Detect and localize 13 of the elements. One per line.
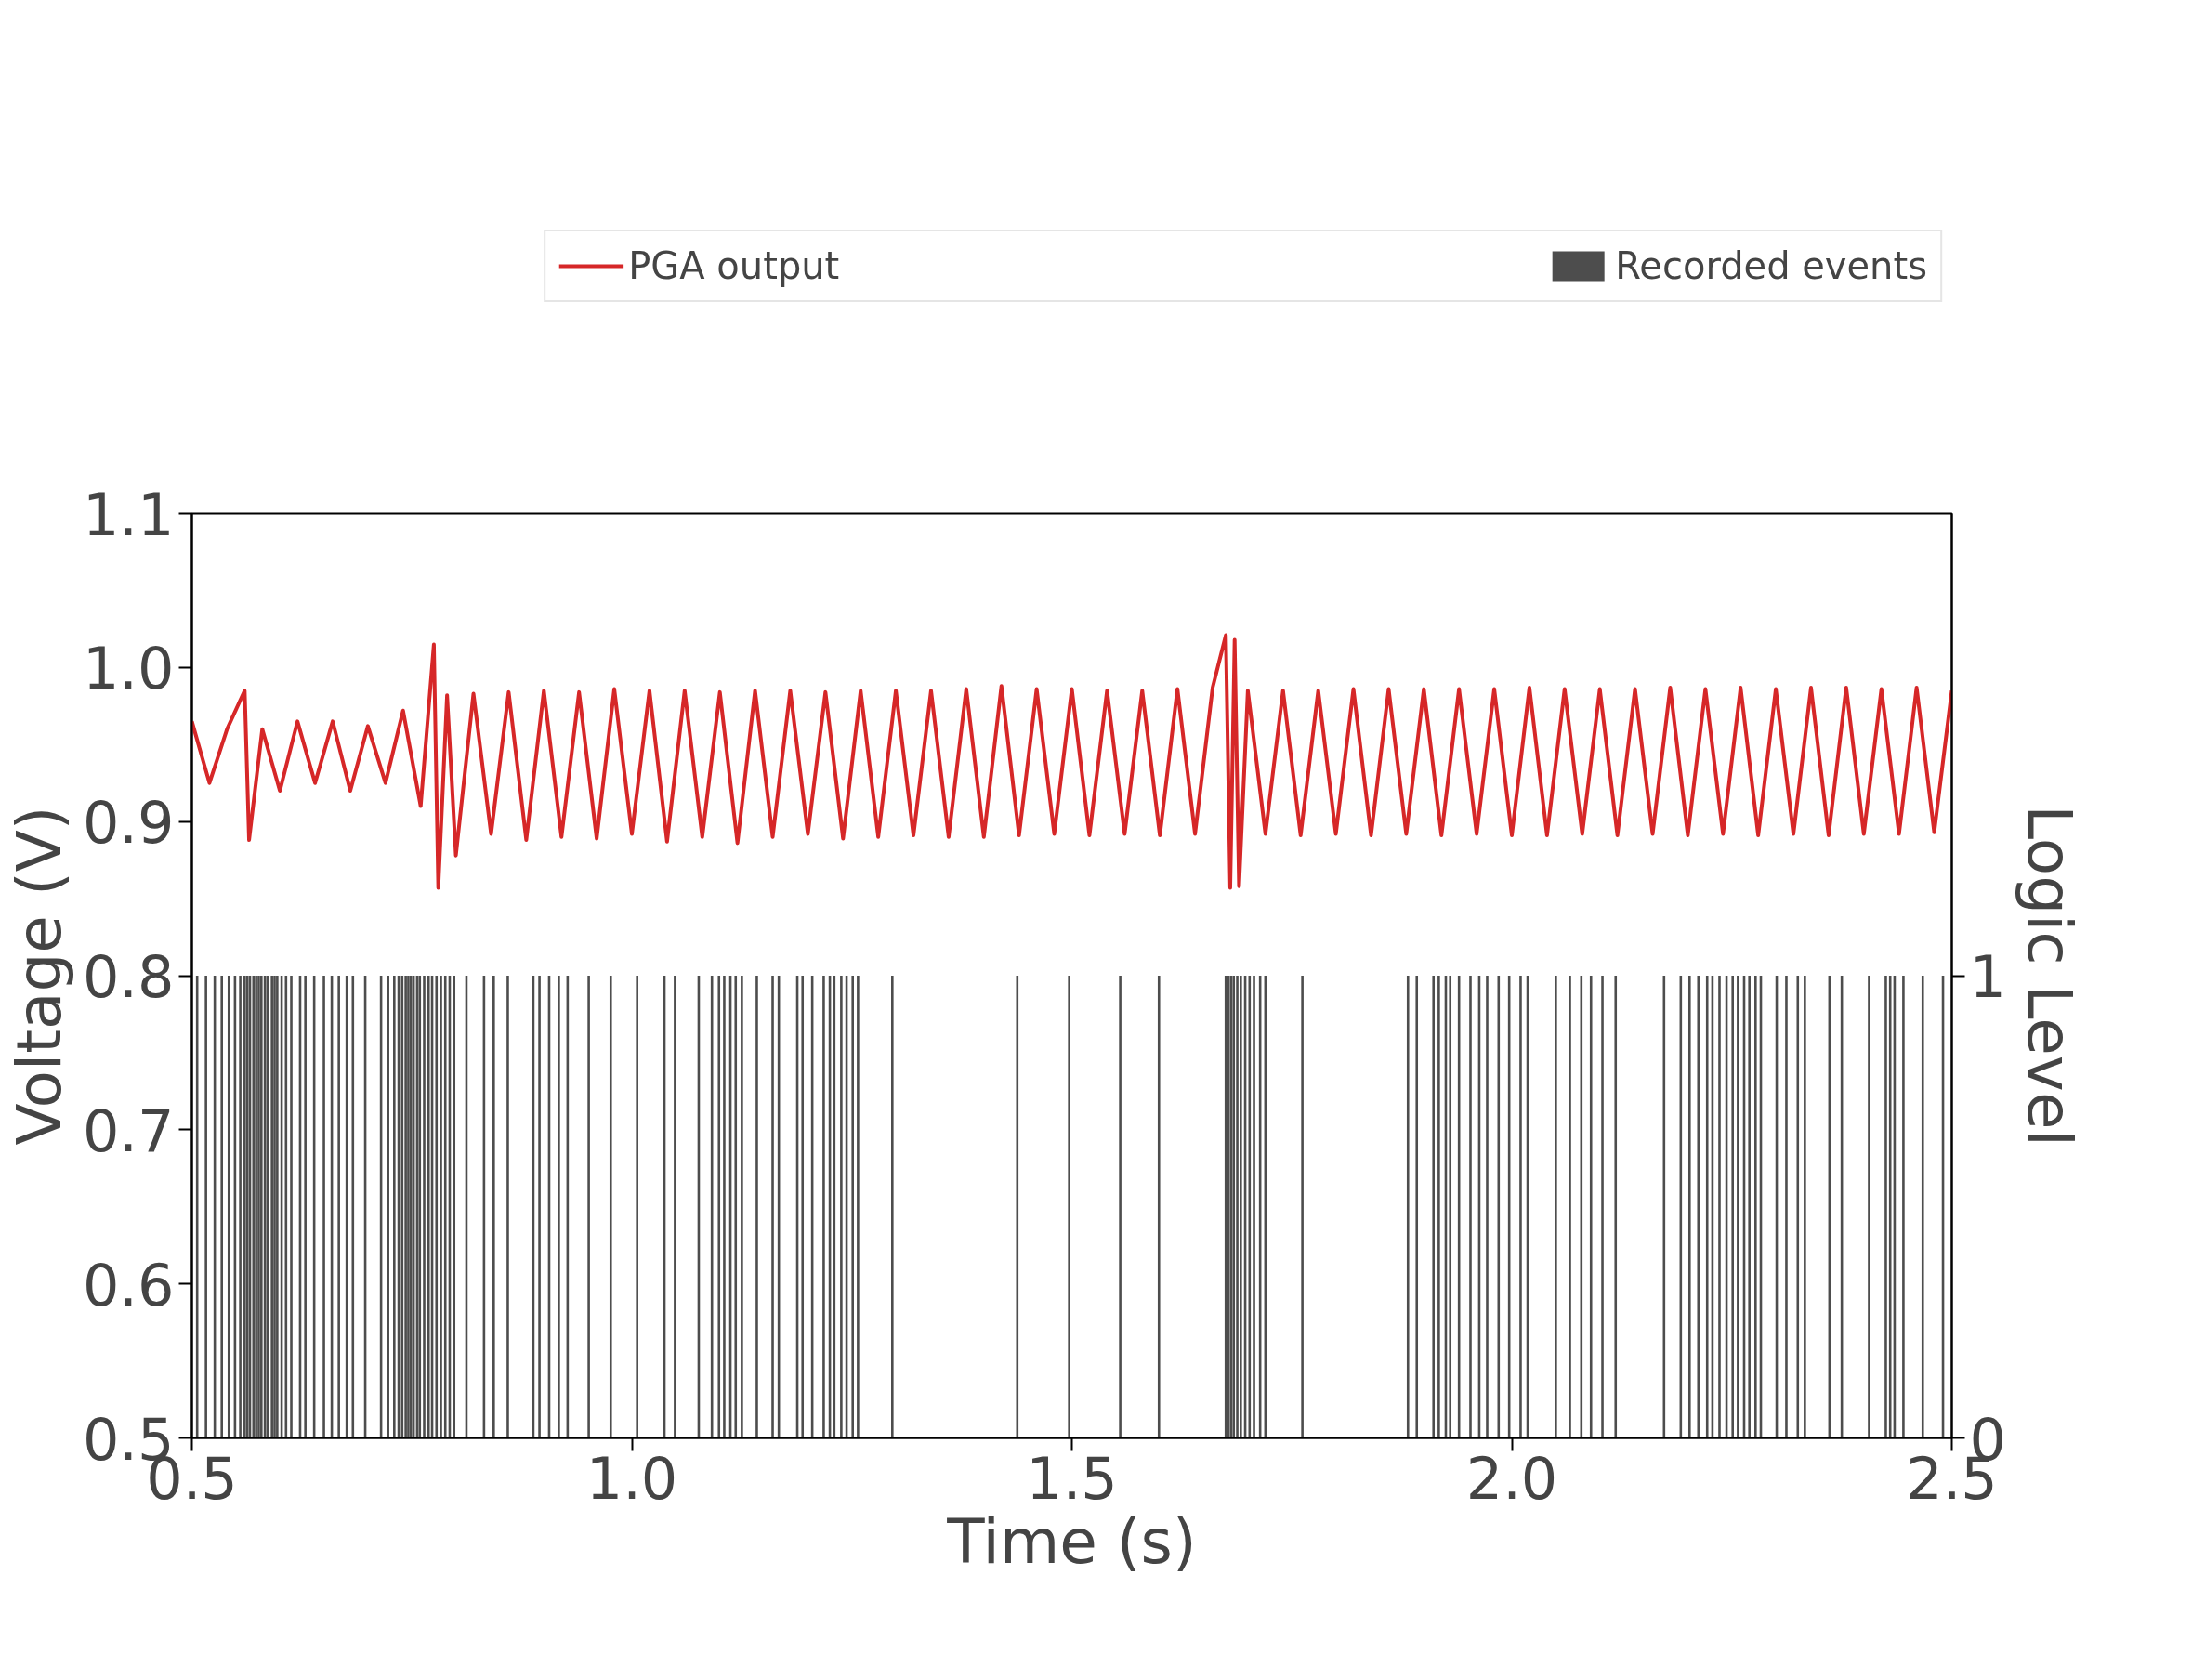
y-tick-label: 0.6	[82, 1251, 175, 1319]
y-tick-label: 0.9	[82, 789, 175, 858]
legend-label: Recorded events	[1615, 244, 1927, 287]
y2-axis-title: Logic Level	[2013, 805, 2085, 1147]
x-tick-label: 2.0	[1465, 1444, 1558, 1513]
legend-label: PGA output	[628, 244, 840, 287]
y-tick-label: 1.1	[82, 480, 175, 549]
y-axis-title: Voltage (V)	[3, 806, 75, 1146]
y-tick-label: 0.8	[82, 943, 175, 1011]
y-tick-label: 1.0	[82, 635, 175, 703]
x-tick-label: 1.0	[585, 1444, 678, 1513]
y2-tick-label: 1	[1969, 943, 2006, 1011]
y-tick-label: 0.7	[82, 1096, 175, 1165]
